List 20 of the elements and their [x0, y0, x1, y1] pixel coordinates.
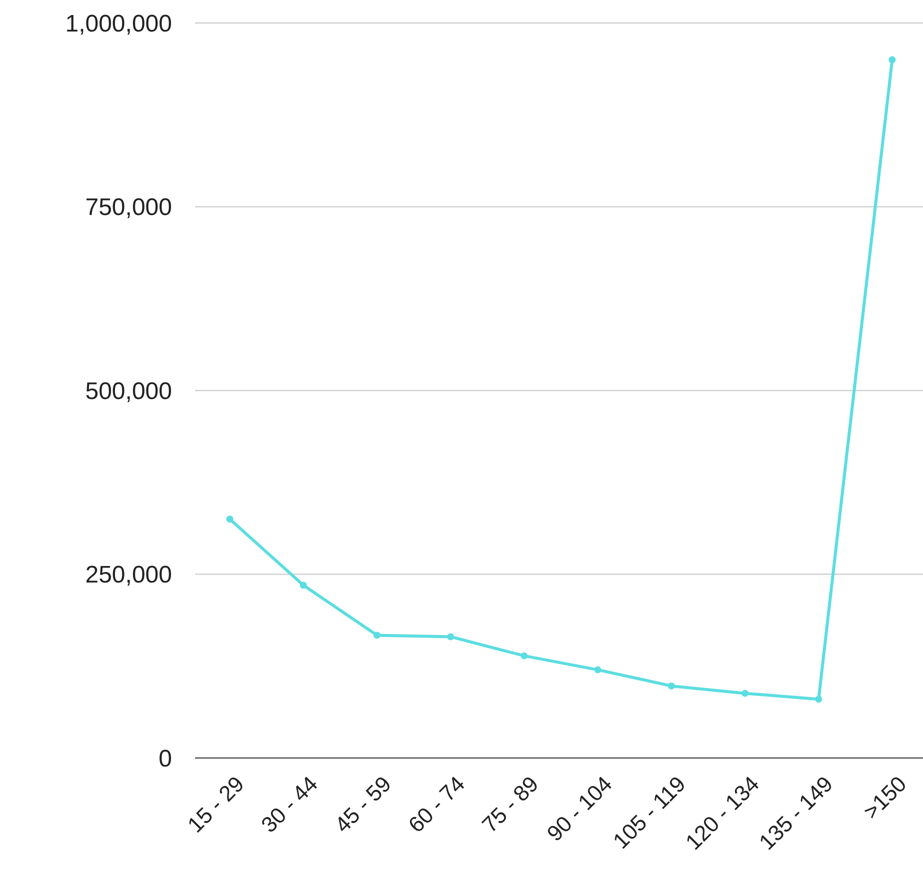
point	[520, 652, 528, 660]
x-tick-label: 45 - 59	[330, 771, 396, 838]
point	[815, 696, 822, 703]
x-tick-label: 60 - 74	[403, 771, 470, 838]
x-tick-label: 75 - 89	[477, 771, 544, 838]
y-tick-label: 250,000	[85, 562, 172, 589]
x-tick-label: 30 - 44	[256, 771, 322, 838]
point	[226, 516, 234, 523]
y-tick-label: 750,000	[85, 194, 172, 222]
point	[742, 690, 748, 697]
x-tick-label: 15 - 29	[182, 771, 249, 838]
point	[447, 633, 454, 640]
point	[888, 56, 896, 64]
point	[374, 632, 380, 639]
y-tick-label: 0	[158, 745, 172, 772]
y-tick-label: 1,000,000	[65, 10, 172, 38]
point	[300, 582, 307, 589]
point	[668, 682, 675, 690]
y-tick-label: 500,000	[85, 378, 172, 405]
point	[594, 666, 602, 674]
